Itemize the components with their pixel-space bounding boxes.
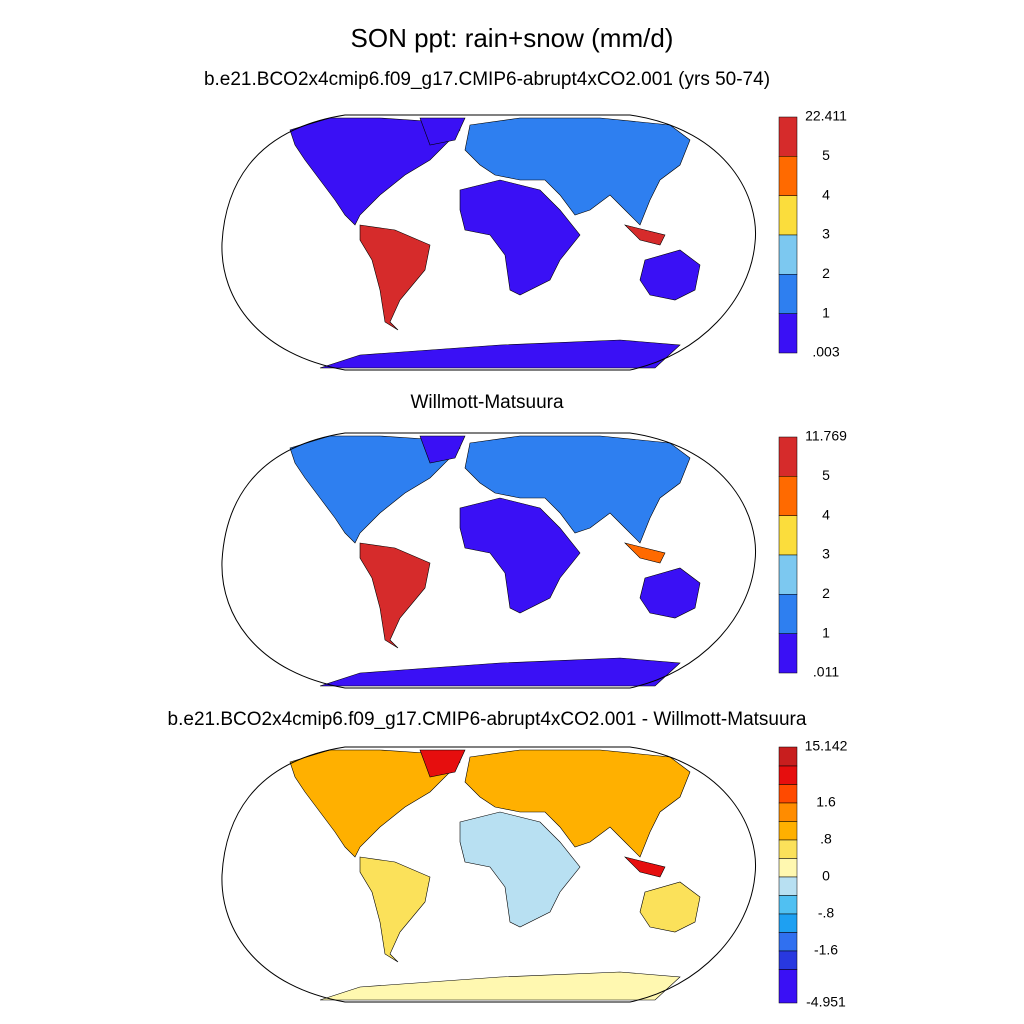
colorbar-label: 11.769 (805, 428, 847, 444)
colorbar-label: .003 (812, 344, 839, 360)
colorbar-box (778, 950, 798, 970)
colorbar-box (778, 476, 798, 516)
colorbar-label: -1.6 (814, 942, 838, 958)
colorbar-box (778, 895, 798, 915)
colorbar-box (778, 594, 798, 634)
colorbar-label: 5 (822, 147, 830, 163)
colorbar-box (778, 156, 798, 196)
colorbar-box (778, 876, 798, 896)
map (221, 114, 757, 371)
colorbar-box (778, 913, 798, 933)
colorbar-box (778, 234, 798, 275)
colorbar-box (778, 969, 798, 1004)
colorbar-box (778, 784, 798, 804)
panel-title: b.e21.BCO2x4cmip6.f09_g17.CMIP6-abrupt4x… (168, 709, 807, 730)
colorbar-label: 1 (822, 624, 830, 640)
colorbar-label: 3 (822, 226, 830, 242)
panel-title: Willmott-Matsuura (410, 392, 564, 413)
colorbar-label: 3 (822, 546, 830, 562)
colorbar-label: 5 (822, 467, 830, 483)
world-map (221, 746, 757, 1003)
colorbar-label: 4 (822, 506, 830, 522)
colorbar-label: 1.6 (816, 794, 836, 810)
colorbar-label: .8 (820, 831, 832, 847)
colorbar-box (778, 765, 798, 785)
colorbar-box (778, 802, 798, 822)
colorbar-box (778, 436, 798, 477)
colorbar-box (778, 274, 798, 314)
colorbar-box (778, 313, 798, 354)
colorbar-label: 0 (822, 868, 830, 884)
colorbar-box (778, 515, 798, 556)
colorbar-box (778, 932, 798, 952)
colorbar-label: 15.142 (805, 738, 848, 754)
colorbar-box (778, 116, 798, 157)
colorbar-label: 2 (822, 585, 830, 601)
colorbar-box (778, 195, 798, 236)
colorbar-label: -4.951 (806, 994, 846, 1010)
world-map (221, 432, 757, 689)
colorbar-label: -.8 (818, 905, 835, 921)
colorbar-label: 2 (822, 265, 830, 281)
panel-title: b.e21.BCO2x4cmip6.f09_g17.CMIP6-abrupt4x… (204, 69, 770, 90)
colorbar-label: 1 (822, 304, 830, 320)
colorbar-box (778, 746, 798, 767)
colorbar-box (778, 858, 798, 878)
colorbar-label: .011 (813, 664, 839, 680)
world-map (221, 114, 757, 371)
figure-title: SON ppt: rain+snow (mm/d) (351, 23, 674, 53)
colorbar-label: 22.411 (805, 108, 847, 124)
colorbar-label: 4 (822, 186, 830, 202)
colorbar-box (778, 554, 798, 595)
colorbar-box (778, 821, 798, 841)
colorbar-box (778, 839, 798, 859)
colorbar-box (778, 633, 798, 674)
map (221, 432, 757, 689)
map (221, 746, 757, 1003)
